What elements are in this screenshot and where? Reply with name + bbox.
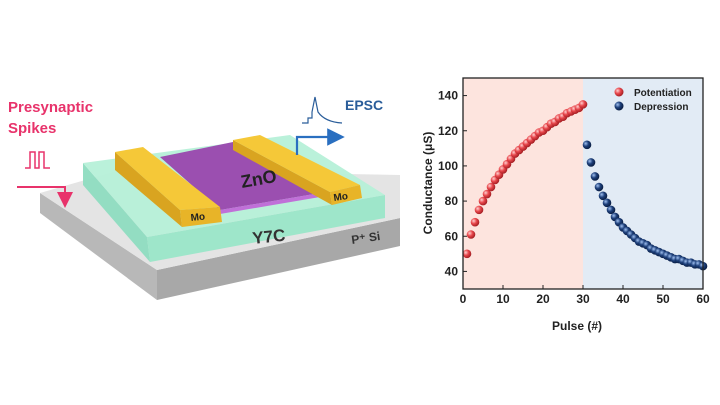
y-tick-label: 120 bbox=[438, 124, 458, 138]
x-tick-label: 50 bbox=[656, 292, 670, 306]
data-point-potentiation bbox=[462, 249, 472, 259]
data-point-potentiation bbox=[482, 189, 492, 199]
data-point-depression bbox=[590, 172, 600, 181]
x-tick-label: 20 bbox=[536, 292, 550, 306]
data-point-potentiation bbox=[470, 217, 480, 227]
data-point-potentiation bbox=[474, 205, 484, 215]
plot-frame bbox=[462, 77, 704, 290]
data-point-potentiation bbox=[478, 196, 488, 206]
mo-left-label: Mo bbox=[190, 212, 206, 224]
y-tick-label: 140 bbox=[438, 89, 458, 103]
y-tick-label: 60 bbox=[445, 229, 459, 243]
legend-depression: Depression bbox=[634, 102, 688, 113]
x-tick-label: 10 bbox=[496, 292, 510, 306]
epsc-waveform-icon bbox=[302, 96, 343, 124]
data-point-potentiation bbox=[486, 182, 496, 192]
data-point-depression bbox=[582, 140, 592, 150]
conductance-chart: 0 10 20 30 40 50 60 40 60 80 100 120 140 bbox=[438, 77, 710, 306]
legend-potentiation: Potentiation bbox=[634, 88, 692, 99]
spikes-label: Spikes bbox=[8, 120, 56, 137]
x-tick-label: 30 bbox=[576, 292, 590, 306]
x-tick-label: 60 bbox=[696, 292, 710, 306]
x-tick-label: 40 bbox=[616, 292, 630, 306]
mo-right-label: Mo bbox=[333, 191, 349, 204]
legend-marker-potentiation bbox=[614, 87, 624, 97]
y-tick-label: 80 bbox=[445, 194, 459, 208]
y-tick-label: 100 bbox=[438, 159, 458, 173]
shaded-region-1 bbox=[583, 78, 703, 289]
output-arrow-icon bbox=[295, 128, 345, 155]
device-diagram: ZnO Mo Mo Y7C P⁺ Si Presynaptic Spikes E… bbox=[8, 96, 400, 300]
y-tick-label: 40 bbox=[445, 264, 459, 278]
data-point-depression bbox=[602, 198, 612, 208]
y7c-label: Y7C bbox=[251, 226, 286, 248]
data-point-potentiation bbox=[578, 100, 588, 109]
zno-channel bbox=[160, 142, 320, 214]
left-mo-electrode bbox=[115, 147, 222, 227]
x-tick-label: 0 bbox=[460, 292, 467, 306]
data-point-depression bbox=[598, 191, 608, 201]
legend-marker-depression bbox=[614, 101, 624, 111]
legend: Potentiation Depression bbox=[614, 87, 692, 113]
input-arrow-icon bbox=[17, 186, 73, 208]
data-point-depression bbox=[594, 182, 604, 192]
data-point-depression bbox=[606, 205, 616, 215]
right-mo-electrode bbox=[233, 135, 362, 205]
x-axis-label: Pulse (#) bbox=[552, 319, 602, 333]
presynaptic-label: Presynaptic bbox=[8, 99, 93, 116]
data-point-depression bbox=[586, 158, 596, 167]
substrate-label: P⁺ Si bbox=[350, 229, 381, 247]
data-point-potentiation bbox=[466, 230, 476, 239]
pulse-train-icon bbox=[25, 151, 50, 169]
y-axis-label: Conductance (μS) bbox=[421, 132, 435, 235]
epsc-label: EPSC bbox=[345, 97, 383, 113]
